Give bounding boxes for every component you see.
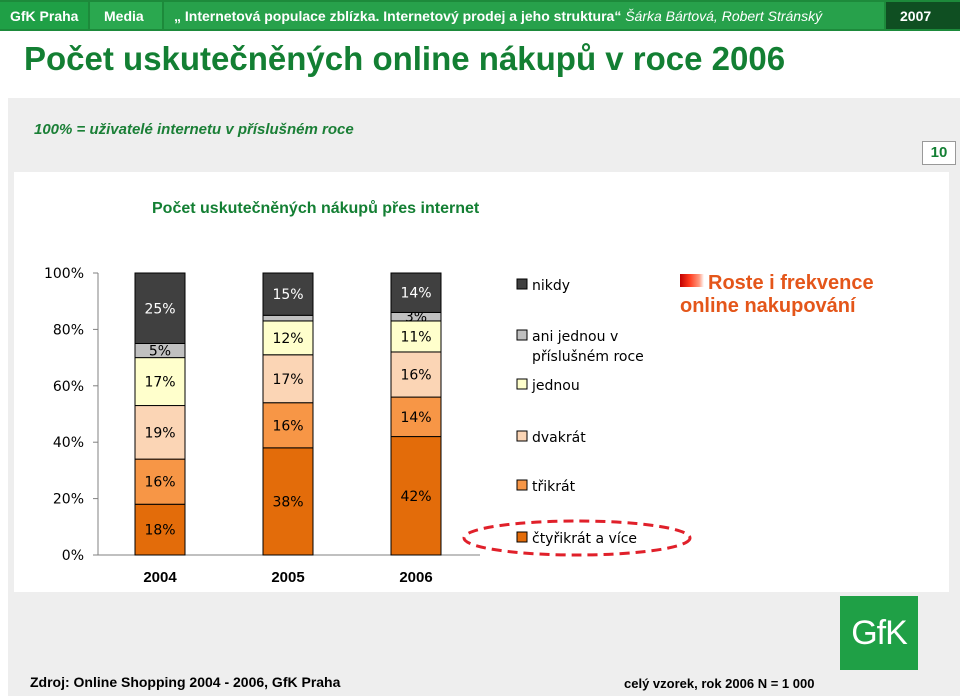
y-tick-label: 100% xyxy=(44,266,84,282)
y-tick-label: 20% xyxy=(53,492,84,508)
top-bar: GfK Praha Media „ Internetová populace z… xyxy=(0,0,960,31)
data-label: 14% xyxy=(400,410,431,426)
chart-title: Počet uskutečněných nákupů přes internet xyxy=(152,200,480,217)
legend-label-continued: příslušném roce xyxy=(532,349,644,365)
bar-segment xyxy=(134,272,186,344)
base-note: 100% = uživatelé internetu v příslušném … xyxy=(34,121,354,138)
x-tick-label: 2004 xyxy=(143,569,177,586)
bar-segment xyxy=(390,272,442,313)
presentation-title: „ Internetová populace zblízka. Internet… xyxy=(164,2,884,29)
legend-swatch xyxy=(516,430,528,442)
legend-label: čtyřikrát a více xyxy=(532,531,637,547)
data-label: 16% xyxy=(144,475,175,491)
bar-segment xyxy=(390,436,442,556)
x-tick-label: 2005 xyxy=(271,569,304,586)
legend-swatch xyxy=(516,479,528,491)
y-tick-label: 60% xyxy=(53,379,84,395)
legend-swatch xyxy=(516,278,528,290)
legend-label: dvakrát xyxy=(532,430,586,446)
bar-segment xyxy=(134,503,186,556)
legend-swatch xyxy=(516,329,528,341)
legend-swatch xyxy=(516,378,528,390)
y-tick-label: 80% xyxy=(53,322,84,338)
sample-note: celý vzorek, rok 2006 N = 1 000 xyxy=(624,676,815,691)
data-label: 15% xyxy=(272,287,303,303)
data-label: 11% xyxy=(400,329,431,345)
bar-segment xyxy=(134,405,186,460)
brand-label: GfK Praha xyxy=(0,2,88,29)
data-label: 17% xyxy=(272,372,303,388)
data-label: 42% xyxy=(400,489,431,505)
y-tick-label: 40% xyxy=(53,435,84,451)
bar-segment xyxy=(262,402,314,449)
bar-segment xyxy=(262,314,314,322)
legend-label: nikdy xyxy=(532,278,570,294)
data-label: 16% xyxy=(272,418,303,434)
flag-icon xyxy=(680,274,704,287)
annotation-text: Roste i frekvence online nakupování xyxy=(680,272,874,317)
bar-segment xyxy=(390,396,442,438)
legend-label: ani jednou v xyxy=(532,329,618,345)
page-number: 10 xyxy=(922,141,956,165)
highlight-ellipse xyxy=(462,519,692,557)
data-label: 14% xyxy=(400,286,431,302)
bar-segment xyxy=(390,351,442,398)
legend-label: jednou xyxy=(531,378,580,394)
legend-swatch xyxy=(516,531,528,543)
bar-segment xyxy=(262,320,314,356)
y-tick-label: 0% xyxy=(62,548,84,564)
page-title: Počet uskutečněných online nákupů v roce… xyxy=(24,40,786,77)
source-note: Zdroj: Online Shopping 2004 - 2006, GfK … xyxy=(30,674,341,690)
x-tick-label: 2006 xyxy=(399,569,432,586)
data-label: 3% xyxy=(405,310,427,326)
bar-segment xyxy=(134,458,186,505)
data-label: 17% xyxy=(144,375,175,391)
data-label: 19% xyxy=(144,425,175,441)
year-label: 2007 xyxy=(886,2,960,29)
bar-segment xyxy=(262,354,314,404)
bar-segment xyxy=(390,320,442,353)
data-label: 16% xyxy=(400,368,431,384)
authors-text: Šárka Bártová, Robert Stránský xyxy=(625,7,823,24)
bar-segment xyxy=(262,447,314,556)
legend-label: třikrát xyxy=(532,479,576,495)
bar-segment xyxy=(262,272,314,316)
data-label: 25% xyxy=(144,301,175,317)
presentation-title-text: „ Internetová populace zblízka. Internet… xyxy=(174,7,622,24)
data-label: 5% xyxy=(149,344,171,360)
gfk-logo: GfK xyxy=(840,596,918,670)
bar-segment xyxy=(134,357,186,407)
section-label: Media xyxy=(90,2,162,29)
data-label: 18% xyxy=(144,523,175,539)
data-label: 12% xyxy=(272,331,303,347)
data-label: 38% xyxy=(272,494,303,510)
